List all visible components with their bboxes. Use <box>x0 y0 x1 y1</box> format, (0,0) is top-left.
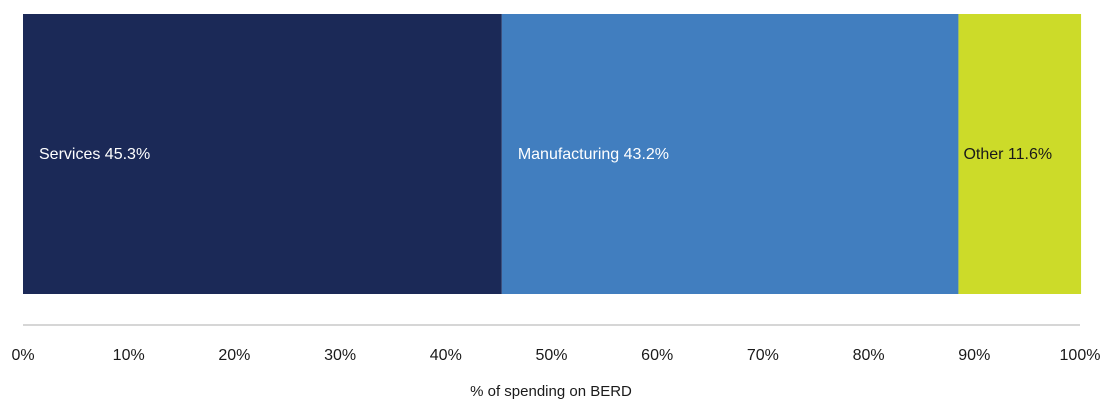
x-tick-label: 40% <box>430 347 462 364</box>
data-label-services: Services 45.3% <box>39 146 150 163</box>
x-axis-title: % of spending on BERD <box>470 383 632 400</box>
x-tick-label: 50% <box>535 347 567 364</box>
bar-label-group: Services 45.3% Manufacturing 43.2% Other 1… <box>39 146 1052 163</box>
x-tick-label: 100% <box>1060 347 1101 364</box>
data-label-manufacturing: Manufacturing 43.2% <box>518 146 669 163</box>
bar-group <box>23 14 1082 294</box>
x-tick-label: 30% <box>324 347 356 364</box>
x-tick-label: 0% <box>11 347 34 364</box>
x-tick-label-group: 0% 10% 20% 30% 40% 50% 60% 70% 80% 90% 100% <box>11 347 1100 364</box>
x-tick-label: 80% <box>853 347 885 364</box>
x-tick-label: 60% <box>641 347 673 364</box>
bar-segment-services <box>23 14 502 294</box>
bar-segment-other <box>958 14 1082 294</box>
data-label-other: Other 11.6% <box>963 146 1052 163</box>
x-tick-label: 20% <box>218 347 250 364</box>
x-tick-label: 70% <box>747 347 779 364</box>
x-tick-label: 10% <box>113 347 145 364</box>
bar-segment-manufacturing <box>501 14 959 294</box>
x-tick-label: 90% <box>958 347 990 364</box>
